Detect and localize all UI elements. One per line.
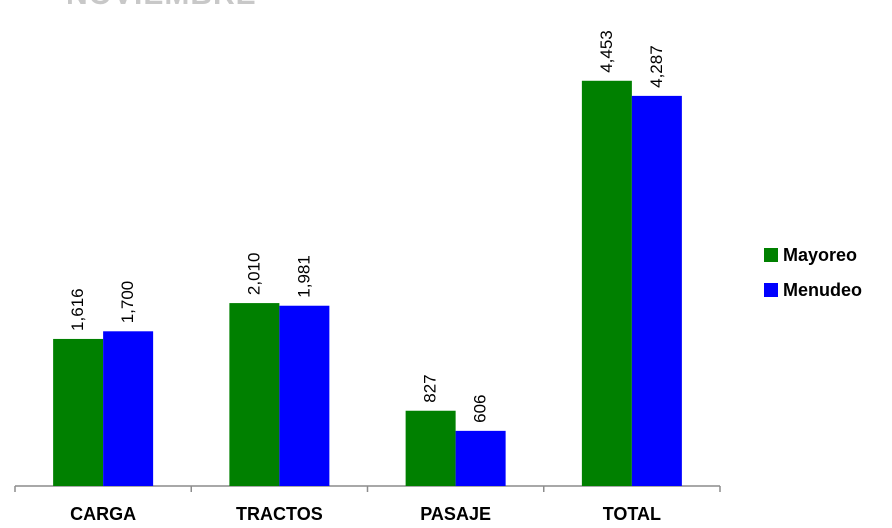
bar-menudeo-carga xyxy=(103,331,154,486)
x-tick-label-pasaje: PASAJE xyxy=(420,504,491,524)
x-tick-label-tractos: TRACTOS xyxy=(236,504,323,524)
data-label-mayoreo-total: 4,453 xyxy=(597,30,616,73)
x-tick-label-carga: CARGA xyxy=(70,504,136,524)
legend-item-menudeo: Menudeo xyxy=(764,279,862,301)
legend-label-mayoreo: Mayoreo xyxy=(783,244,858,265)
bar-menudeo-pasaje xyxy=(455,430,506,486)
legend: Mayoreo Menudeo xyxy=(764,244,862,314)
data-label-menudeo-total: 4,287 xyxy=(647,45,666,88)
chart-title: NOVIEMBRE xyxy=(66,0,257,12)
data-label-menudeo-carga: 1,700 xyxy=(118,281,137,324)
bar-mayoreo-pasaje xyxy=(405,410,456,486)
bar-mayoreo-total xyxy=(581,80,632,486)
data-label-mayoreo-tractos: 2,010 xyxy=(244,253,263,296)
data-label-mayoreo-carga: 1,616 xyxy=(68,288,87,331)
legend-swatch-mayoreo xyxy=(764,248,778,262)
bar-menudeo-tractos xyxy=(279,305,330,486)
legend-swatch-menudeo xyxy=(764,283,778,297)
data-label-menudeo-tractos: 1,981 xyxy=(294,255,313,298)
bar-mayoreo-carga xyxy=(53,338,104,486)
bar-mayoreo-tractos xyxy=(229,303,280,486)
bar-menudeo-total xyxy=(631,95,682,487)
data-label-mayoreo-pasaje: 827 xyxy=(421,374,440,402)
legend-item-mayoreo: Mayoreo xyxy=(764,244,862,266)
legend-label-menudeo: Menudeo xyxy=(783,279,862,300)
data-label-menudeo-pasaje: 606 xyxy=(471,394,490,422)
x-tick-label-total: TOTAL xyxy=(603,504,661,524)
